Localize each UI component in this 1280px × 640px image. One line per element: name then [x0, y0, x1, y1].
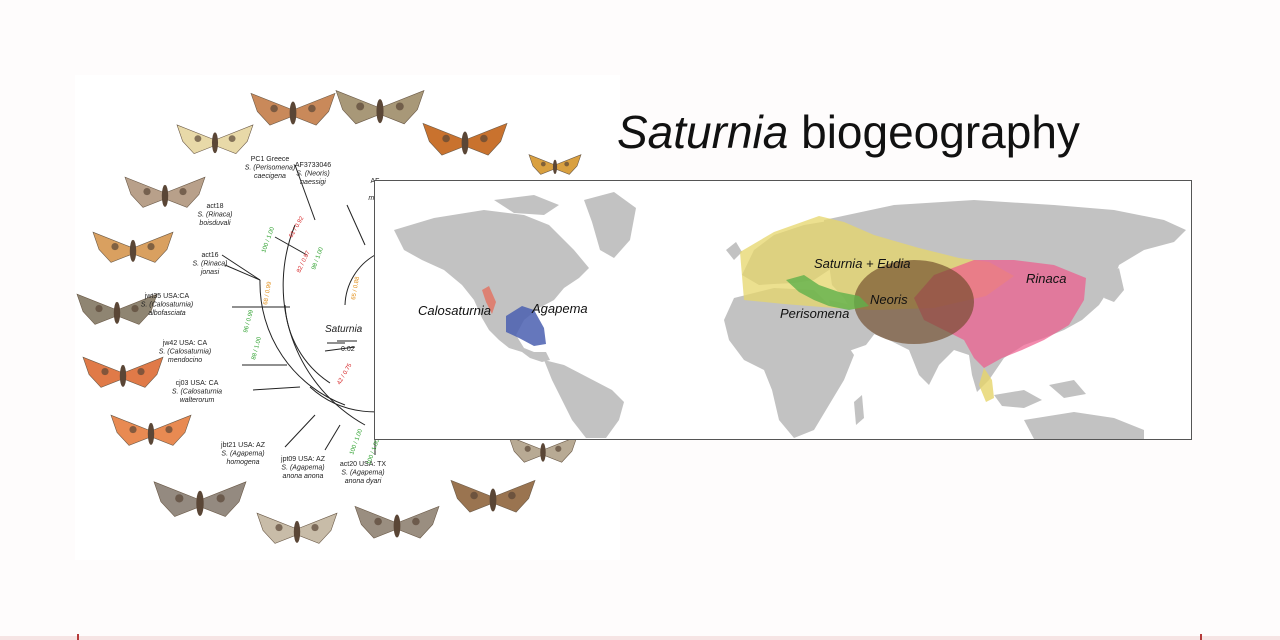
label-saturnia-eudia: Saturnia + Eudia: [814, 256, 910, 271]
range-rinaca-tail: [979, 368, 994, 402]
taxon-label: S. (Calosaturnia: [172, 389, 222, 396]
taxon-label: act20 USA: TX: [340, 461, 387, 468]
bottom-mark-right: [1200, 634, 1202, 640]
taxon-label: jonasi: [200, 269, 220, 276]
moth-icon: [92, 231, 174, 263]
taxon-label: S. (Calosaturnia): [141, 302, 194, 309]
moth-icon: [450, 479, 536, 513]
taxon-label: jw42 USA: CA: [162, 340, 208, 347]
taxon-label: S. (Calosaturnia): [159, 349, 212, 356]
taxon-label: S. (Neoris): [296, 171, 329, 178]
taxon-label: mendocino: [168, 357, 202, 364]
taxon-label: anona anona: [283, 473, 324, 480]
support-label: 68 / 0.99: [263, 281, 273, 306]
taxon-label: cj03 USA: CA: [176, 380, 219, 387]
bottom-mark-left: [77, 634, 79, 640]
label-neoris: Neoris: [870, 292, 908, 307]
taxon-label: anona dyari: [345, 478, 382, 485]
moth-icon: [124, 176, 206, 208]
label-agapema: Agapema: [531, 301, 588, 316]
moth-icon: [250, 92, 336, 126]
taxon-label: jbt21 USA: AZ: [220, 442, 266, 449]
range-neoris: [854, 260, 974, 344]
taxon-labels: PC1 Greece S. (Perisomena)caecigena AF3733…: [141, 156, 387, 485]
moth-icon: [76, 293, 158, 325]
taxon-label: S. (Agapema): [281, 465, 324, 472]
taxon-label: jwt35 USA:CA: [144, 293, 190, 300]
taxon-label: S. (Rinaca): [192, 261, 227, 268]
moth-icon: [256, 512, 338, 544]
taxon-label: act18: [206, 203, 223, 210]
moth-icon: [110, 414, 192, 446]
moth-icon: [82, 356, 164, 388]
taxon-label: naessigi: [300, 179, 326, 186]
taxon-label: homogena: [226, 459, 259, 466]
moth-icon: [354, 505, 440, 539]
moth-icon: [422, 122, 508, 156]
range-agapema: [506, 306, 546, 346]
support-label: 65 / 0.88: [351, 276, 361, 301]
taxon-label: PC1 Greece: [251, 156, 290, 163]
scale-label: 0.02: [341, 346, 355, 353]
map-panel: Calosaturnia Agapema Saturnia + Eudia Pe…: [374, 180, 1192, 440]
taxon-label: S. (Rinaca): [197, 212, 232, 219]
moth-icon: [153, 481, 247, 517]
range-labels: Calosaturnia Agapema Saturnia + Eudia Pe…: [418, 256, 1066, 321]
moth-illustrations: [76, 90, 582, 544]
range-overlays: [482, 216, 1086, 402]
taxon-label: boisduvali: [199, 220, 231, 227]
taxon-label: S. (Perisomena): [245, 165, 296, 172]
range-perisomena: [786, 275, 869, 310]
label-calosaturnia: Calosaturnia: [418, 303, 491, 318]
label-rinaca: Rinaca: [1026, 271, 1066, 286]
title-rest: biogeography: [788, 106, 1080, 158]
label-perisomena: Perisomena: [780, 306, 849, 321]
title-genus: Saturnia: [617, 106, 789, 158]
taxon-label: albofasciata: [148, 310, 185, 317]
tree-branches: [221, 164, 421, 455]
taxon-label: AF3733046: [295, 162, 331, 169]
taxon-label: walterorum: [180, 397, 215, 404]
taxon-label: S. (Agapema): [341, 470, 384, 477]
taxon-label: caecigena: [254, 173, 286, 180]
taxon-label: S. (Agapema): [221, 451, 264, 458]
taxon-label: act16: [201, 252, 218, 259]
moth-icon: [176, 124, 254, 155]
slide-title: Saturnia biogeography: [617, 105, 1080, 159]
moth-icon: [528, 154, 582, 175]
taxon-label: jpt09 USA: AZ: [280, 456, 326, 463]
range-calosaturnia: [482, 286, 496, 314]
tree-root-label: Saturnia: [325, 324, 363, 335]
moth-icon: [335, 90, 425, 125]
bottom-bar: [0, 636, 1280, 640]
